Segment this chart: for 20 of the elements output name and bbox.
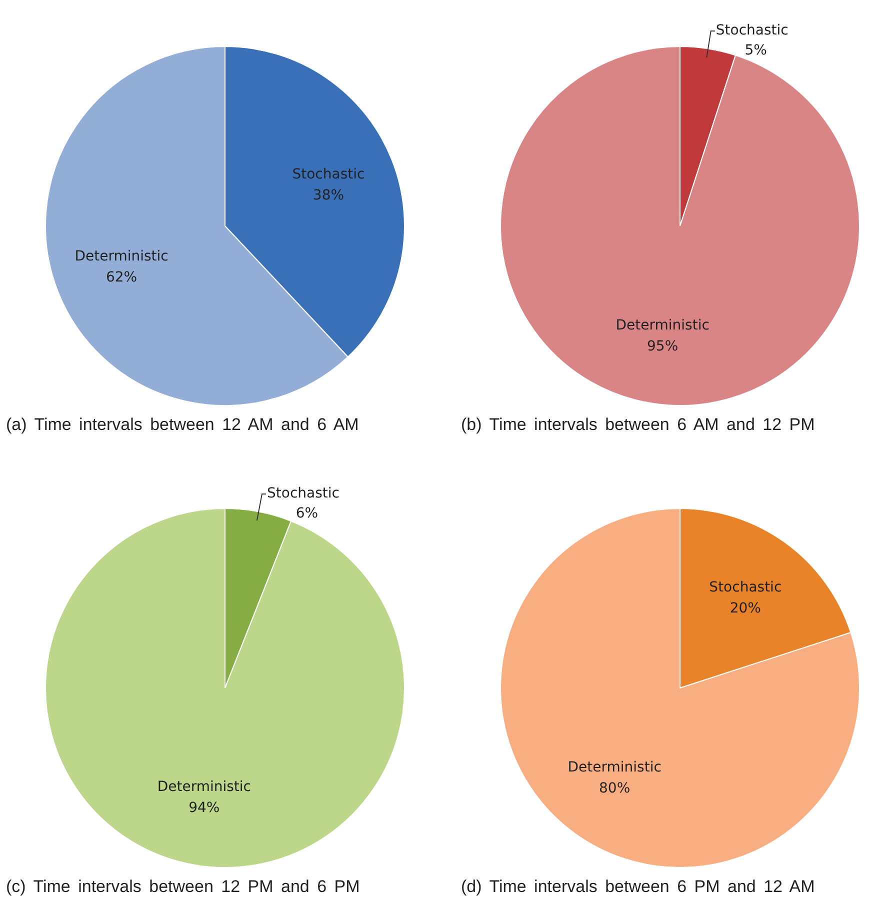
text: (a) Time intervals between 12 AM and 6 AM (5, 415, 360, 435)
data-label: 5% (744, 42, 767, 59)
data-label: 20% (730, 600, 761, 617)
data-label: 38% (312, 188, 344, 204)
data-label: 95% (647, 338, 678, 355)
data-label: 62% (106, 270, 138, 286)
slice-label: Deterministic (157, 778, 251, 795)
slice-label: Deterministic (74, 248, 168, 265)
slice-label: Stochastic (292, 166, 365, 183)
slice-label: Stochastic (709, 580, 782, 596)
text: (d) Time intervals between 6 PM and 12 AM (460, 877, 816, 897)
data-label: 80% (599, 780, 630, 797)
slice-label: Stochastic (267, 486, 340, 502)
text: (b) Time intervals between 6 AM and 12 PM (460, 415, 816, 435)
slice-label: Stochastic (716, 22, 788, 39)
slice-label: Deterministic (568, 760, 662, 776)
data-label: 6% (296, 506, 318, 522)
text: (c) Time intervals between 12 PM and 6 PM (5, 877, 361, 897)
slice-label: Deterministic (616, 318, 710, 334)
data-label: 94% (188, 800, 220, 816)
